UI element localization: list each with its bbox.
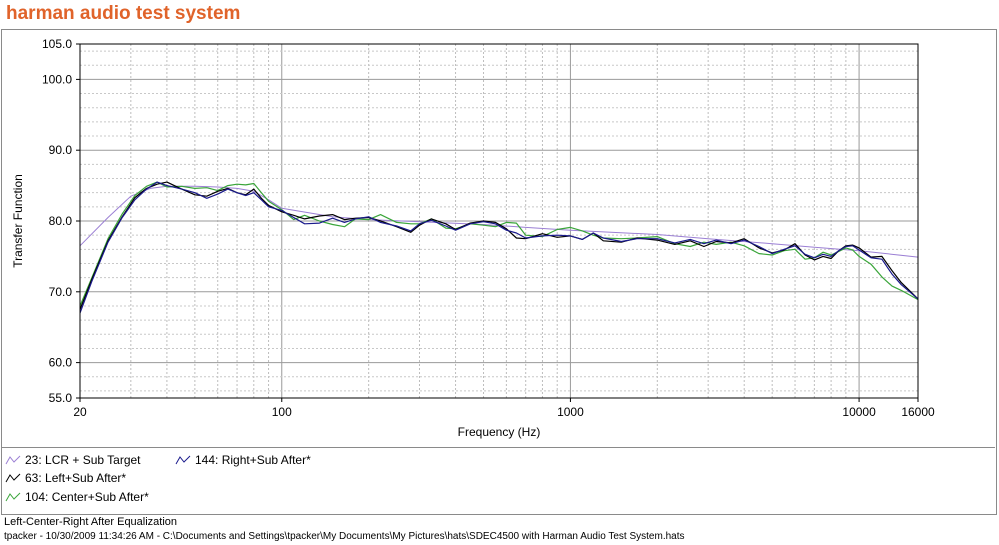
legend-label: 144: Right+Sub After* <box>195 453 311 467</box>
file-path-footer: tpacker - 10/30/2009 11:34:26 AM - C:\Do… <box>4 531 685 542</box>
legend-item-left[interactable]: 63: Left+Sub After* <box>5 471 126 485</box>
legend-swatch-target <box>5 454 21 466</box>
y-tick-label: 60.0 <box>49 356 73 370</box>
x-axis-label: Frequency (Hz) <box>458 425 541 439</box>
y-tick-label: 55.0 <box>49 391 73 405</box>
y-tick-label: 80.0 <box>49 214 73 228</box>
series-line <box>79 181 919 314</box>
legend-label: 23: LCR + Sub Target <box>25 453 141 467</box>
legend-swatch-right <box>175 454 191 466</box>
y-tick-label: 105.0 <box>42 37 72 51</box>
legend-item-right[interactable]: 144: Right+Sub After* <box>175 453 311 467</box>
x-tick-label: 20 <box>73 405 87 419</box>
x-tick-label: 1000 <box>557 405 584 419</box>
y-axis-label: Transfer Function <box>11 174 25 268</box>
x-tick-label: 16000 <box>901 405 935 419</box>
chart-series <box>79 181 919 314</box>
legend-swatch-left <box>5 472 21 484</box>
legend-item-center[interactable]: 104: Center+Sub After* <box>5 490 149 504</box>
legend-divider <box>2 447 995 448</box>
y-tick-label: 70.0 <box>49 285 73 299</box>
legend-item-target[interactable]: 23: LCR + Sub Target <box>5 453 141 467</box>
app-title: harman audio test system <box>6 3 241 24</box>
legend-label: 104: Center+Sub After* <box>25 490 149 504</box>
series-line <box>79 181 919 307</box>
chart-caption: Left-Center-Right After Equalization <box>4 516 178 528</box>
series-line <box>79 185 919 258</box>
legend-label: 63: Left+Sub After* <box>25 471 127 485</box>
chart-ticks: 20 100 1000 10000 16000 55.0 60.0 70.0 80.0 90.0 1… <box>42 37 935 419</box>
x-tick-label: 10000 <box>842 405 876 419</box>
series-line <box>79 181 919 310</box>
y-tick-label: 90.0 <box>49 143 73 157</box>
frequency-response-chart: 20 100 1000 10000 16000 55.0 60.0 70.0 80.0 90.0 1… <box>11 37 935 439</box>
x-tick-label: 100 <box>272 405 292 419</box>
legend-swatch-center <box>5 491 21 503</box>
y-tick-label: 100.0 <box>42 72 72 86</box>
chart-grid <box>80 44 918 398</box>
